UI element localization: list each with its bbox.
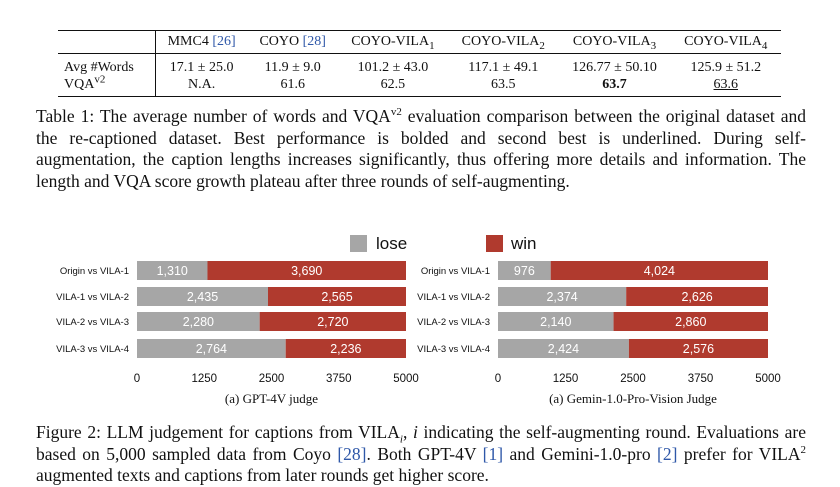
table-header-cell: COYO-VILA2 xyxy=(461,34,545,52)
subfigure-caption: (a) GPT-4V judge xyxy=(225,391,318,406)
x-tick-label: 0 xyxy=(134,373,140,385)
bar-lose xyxy=(137,287,269,306)
citation-link[interactable]: [1] xyxy=(482,443,504,464)
table-header-cell: COYO-VILA4 xyxy=(684,34,768,52)
table-header-cell: COYO-VILA3 xyxy=(572,34,657,52)
x-tick-label: 1250 xyxy=(553,373,579,385)
x-tick-label: 5000 xyxy=(393,373,419,385)
table-header-row: MMC4 [26] COYO [28] COYO-VILA1 COYO-VILA… xyxy=(58,30,781,54)
table-cell: 125.9 ± 51.2 xyxy=(690,60,762,75)
category-label: VILA-2 vs VILA-3 xyxy=(56,317,129,328)
bar-lose xyxy=(498,287,627,306)
legend-label-win: win xyxy=(510,234,537,253)
table-header-cell xyxy=(58,30,156,54)
category-label: VILA-1 vs VILA-2 xyxy=(56,292,129,303)
table-cell: 63.5 xyxy=(491,77,516,92)
value-label-win: 4,024 xyxy=(644,264,675,278)
x-tick-label: 0 xyxy=(495,373,501,385)
bar-lose xyxy=(498,312,614,331)
citation-link[interactable]: [28] xyxy=(302,34,326,49)
comparison-table: MMC4 [26] COYO [28] COYO-VILA1 COYO-VILA… xyxy=(58,30,781,97)
table-cell: 117.1 ± 49.1 xyxy=(468,60,539,75)
category-label: VILA-3 vs VILA-4 xyxy=(56,344,129,355)
bar-lose xyxy=(137,339,286,358)
table-header-cell: COYO [28] xyxy=(259,34,326,49)
bar-win xyxy=(259,312,406,331)
row-label: VQAv2 xyxy=(58,74,156,97)
chart-gpt4v-judge: Origin vs VILA-1 1,310 3,690 VILA-1 vs VILA… xyxy=(56,261,419,406)
value-label-win: 2,720 xyxy=(317,315,348,329)
category-label: VILA-2 vs VILA-3 xyxy=(417,317,490,328)
citation-link[interactable]: [2] xyxy=(657,443,678,464)
x-tick-label: 2500 xyxy=(620,373,646,385)
row-label: Avg #Words xyxy=(58,53,156,76)
value-label-lose: 2,280 xyxy=(183,315,214,329)
value-label-lose: 2,424 xyxy=(548,342,579,356)
bar-win xyxy=(613,312,768,331)
table-header-cell: COYO-VILA1 xyxy=(351,34,435,52)
second-best-score-cell: 63.6 xyxy=(713,77,739,92)
x-tick-label: 1250 xyxy=(191,373,217,385)
x-tick-label: 3750 xyxy=(326,373,352,385)
value-label-win: 2,626 xyxy=(681,290,712,304)
legend-swatch-lose xyxy=(350,235,367,252)
stacked-bar-charts: lose win Origin vs VILA-1 1,310 3,690 VILA-1… xyxy=(56,234,781,406)
bar-win xyxy=(628,339,768,358)
bar-win xyxy=(207,261,406,280)
bar-lose xyxy=(137,261,208,280)
table-cell: 17.1 ± 25.0 xyxy=(169,60,234,75)
value-label-lose: 1,310 xyxy=(157,264,188,278)
citation-link[interactable]: [28] xyxy=(337,443,367,464)
category-label: VILA-3 vs VILA-4 xyxy=(417,344,490,355)
category-label: Origin vs VILA-1 xyxy=(60,266,129,277)
value-label-win: 3,690 xyxy=(291,264,322,278)
value-label-lose: 2,140 xyxy=(540,315,571,329)
category-label: Origin vs VILA-1 xyxy=(421,266,490,277)
legend-label-lose: lose xyxy=(376,234,407,253)
figure-2: lose win Origin vs VILA-1 1,310 3,690 VILA-1… xyxy=(0,225,840,415)
subfigure-caption: (a) Gemin-1.0-Pro-Vision Judge xyxy=(549,391,717,406)
bar-lose xyxy=(498,261,551,280)
value-label-lose: 976 xyxy=(514,264,535,278)
bar-win xyxy=(626,287,768,306)
value-label-lose: 2,374 xyxy=(546,290,577,304)
chart-legend: lose win xyxy=(350,234,537,253)
bar-lose xyxy=(137,312,260,331)
x-tick-label: 2500 xyxy=(259,373,285,385)
table-cell: 126.77 ± 50.10 xyxy=(572,60,657,75)
table-cell: N.A. xyxy=(188,77,216,92)
table-row: VQAv2 N.A. 61.6 62.5 63.5 63.7 63.6 xyxy=(58,74,781,97)
table-header-cell: MMC4 [26] xyxy=(167,34,236,49)
best-score-cell: 63.7 xyxy=(602,77,627,92)
x-tick-label: 3750 xyxy=(688,373,714,385)
bar-win xyxy=(285,339,406,358)
category-label: VILA-1 vs VILA-2 xyxy=(417,292,490,303)
x-tick-label: 5000 xyxy=(755,373,781,385)
value-label-win: 2,860 xyxy=(675,315,706,329)
figure-caption: Figure 2: LLM judgement for captions fro… xyxy=(36,422,806,485)
bar-win xyxy=(268,287,406,306)
table-caption: Table 1: The average number of words and… xyxy=(36,106,806,191)
value-label-win: 2,565 xyxy=(321,290,352,304)
chart-gemini-judge: Origin vs VILA-1 976 4,024 VILA-1 vs VILA-2… xyxy=(417,261,781,406)
bar-win xyxy=(550,261,768,280)
legend-swatch-win xyxy=(486,235,503,252)
table-cell: 101.2 ± 43.0 xyxy=(357,60,429,75)
table-cell: 61.6 xyxy=(280,77,305,92)
value-label-lose: 2,764 xyxy=(196,342,227,356)
value-label-win: 2,576 xyxy=(683,342,714,356)
table-row: Avg #Words 17.1 ± 25.0 11.9 ± 9.0 101.2 … xyxy=(58,53,781,76)
table-cell: 11.9 ± 9.0 xyxy=(264,60,321,75)
value-label-lose: 2,435 xyxy=(187,290,218,304)
citation-link[interactable]: [26] xyxy=(212,34,236,49)
bar-lose xyxy=(498,339,629,358)
table-cell: 62.5 xyxy=(380,77,406,92)
value-label-win: 2,236 xyxy=(330,342,361,356)
